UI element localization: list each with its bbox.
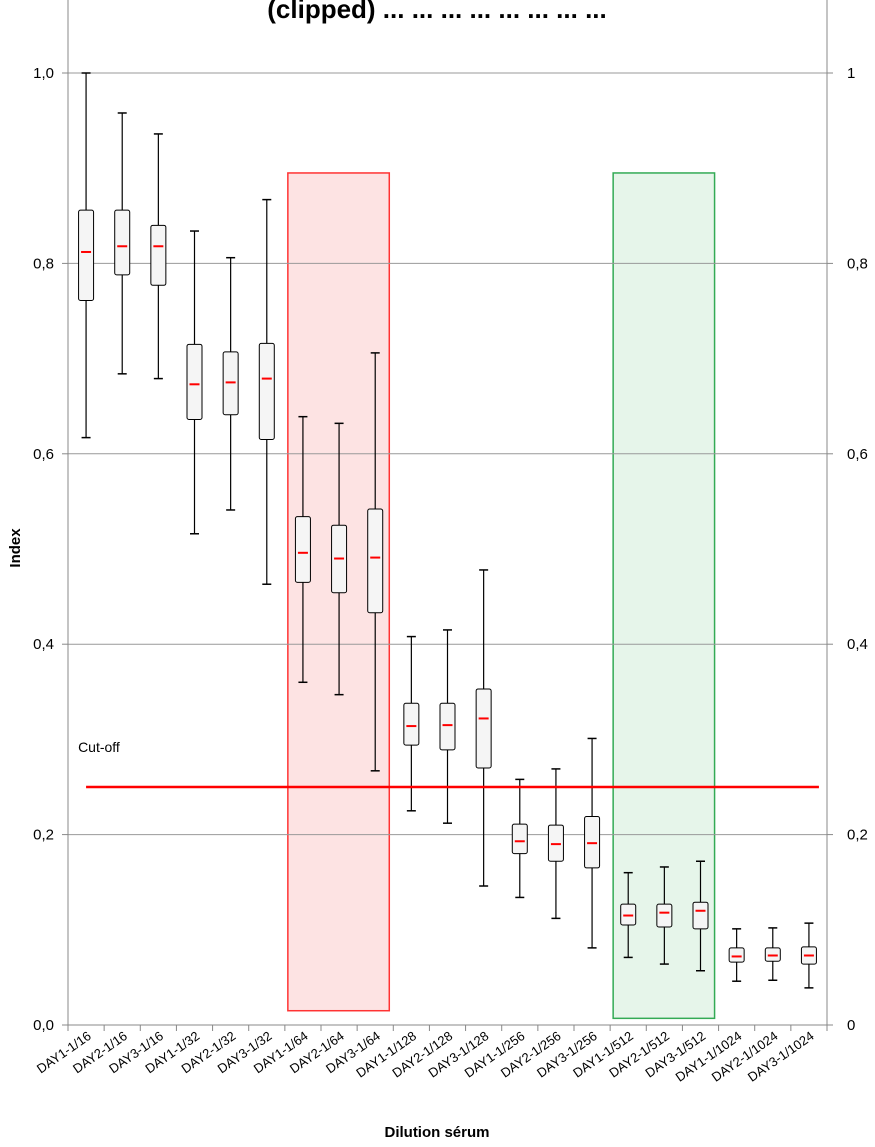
- y-axis-title: Index: [7, 528, 24, 568]
- box: [367, 508, 384, 614]
- box: [439, 702, 456, 751]
- y-tick-label-left: 1,0: [33, 65, 54, 82]
- boxplot-DAY3-1/512: [692, 860, 709, 972]
- boxplot-DAY1-1/64: [294, 415, 311, 684]
- y-tick-label-left: 0,0: [33, 1017, 54, 1034]
- boxplot-DAY1-1/1024: [728, 928, 745, 982]
- boxplot-DAY3-1/16: [150, 133, 167, 380]
- box: [186, 343, 203, 421]
- y-tick-label-left: 0,8: [33, 255, 54, 272]
- chart-title: (clipped) ... ... ... ... ... ... ... ..…: [267, 0, 607, 24]
- box: [294, 516, 311, 583]
- box: [475, 688, 492, 769]
- y-tick-label-right: 1: [847, 65, 855, 82]
- y-tick-label-right: 0,8: [847, 255, 868, 272]
- box: [728, 947, 745, 963]
- boxplot-DAY1-1/32: [186, 230, 203, 535]
- box: [511, 823, 528, 855]
- y-tick-label-left: 0,4: [33, 636, 54, 653]
- boxplot-DAY1-1/512: [620, 871, 637, 959]
- box: [150, 224, 167, 286]
- boxplot-DAY1-1/16: [78, 72, 95, 439]
- boxplot-DAY3-1/1024: [800, 922, 817, 989]
- boxplot-DAY3-1/64: [367, 352, 384, 772]
- box: [692, 901, 709, 930]
- x-axis-title: Dilution sérum: [384, 1124, 489, 1141]
- box: [656, 903, 673, 928]
- y-tick-label-right: 0,4: [847, 636, 868, 653]
- boxplot-DAY2-1/1024: [764, 927, 781, 982]
- boxplot-DAY3-1/128: [475, 569, 492, 887]
- box: [403, 702, 420, 746]
- boxplot-DAY2-1/256: [547, 768, 564, 920]
- box: [78, 209, 95, 302]
- y-tick-label-left: 0,2: [33, 827, 54, 844]
- boxplot-DAY1-1/128: [403, 635, 420, 812]
- boxplot-DAY3-1/256: [584, 737, 601, 949]
- y-tick-label-left: 0,6: [33, 446, 54, 463]
- boxplot-DAY2-1/64: [331, 422, 348, 696]
- boxplot-DAY2-1/32: [222, 256, 239, 511]
- box: [114, 209, 131, 276]
- y-tick-label-right: 0,2: [847, 827, 868, 844]
- boxplot-DAY1-1/256: [511, 778, 528, 899]
- cutoff-label: Cut-off: [78, 739, 120, 755]
- boxplot-DAY2-1/128: [439, 629, 456, 824]
- boxplot-DAY3-1/32: [258, 198, 275, 585]
- boxplot-DAY2-1/512: [656, 866, 673, 965]
- y-tick-label-right: 0,6: [847, 446, 868, 463]
- box: [258, 342, 275, 441]
- y-tick-label-right: 0: [847, 1017, 855, 1034]
- boxplot-DAY2-1/16: [114, 112, 131, 375]
